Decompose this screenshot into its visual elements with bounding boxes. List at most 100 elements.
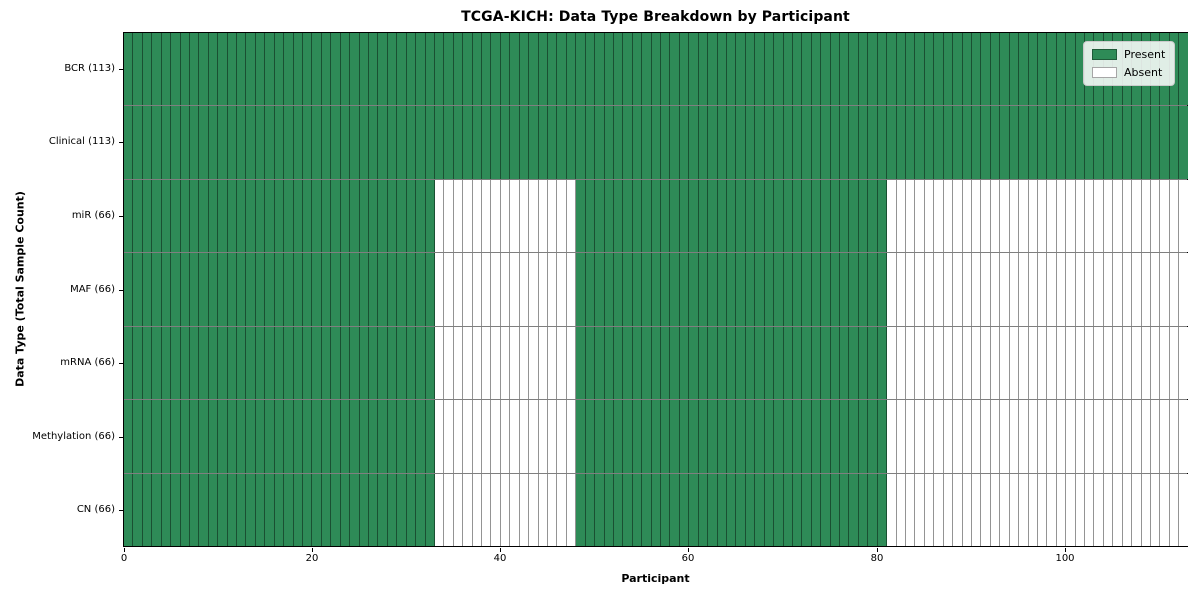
heatmap-cell <box>745 400 756 473</box>
heatmap-cell <box>840 106 850 179</box>
heatmap-cell <box>227 326 238 400</box>
heatmap-cell <box>453 253 464 326</box>
heatmap-cell <box>632 253 643 326</box>
heatmap-cell <box>632 106 643 179</box>
heatmap-cell <box>425 326 435 400</box>
heatmap-cell <box>990 179 1001 253</box>
heatmap-cell <box>453 400 464 473</box>
heatmap-cell <box>368 253 379 326</box>
y-tick-label: miR (66) <box>71 209 115 221</box>
heatmap-cell <box>887 106 897 179</box>
heatmap-cell <box>237 326 247 400</box>
heatmap-cell <box>350 400 360 473</box>
heatmap-cell <box>444 473 454 546</box>
heatmap-cell <box>482 179 492 253</box>
heatmap-cell <box>811 253 822 326</box>
heatmap-cell <box>284 253 294 326</box>
heatmap-cell <box>971 326 982 400</box>
heatmap-cell <box>981 179 991 253</box>
heatmap-cell <box>255 400 266 473</box>
heatmap-cell <box>642 326 652 400</box>
heatmap-cell <box>1179 106 1188 179</box>
heatmap-cell <box>1075 326 1086 400</box>
heatmap-cell <box>1085 326 1095 400</box>
heatmap-cell <box>416 106 426 179</box>
heatmap-cell <box>1094 473 1104 546</box>
heatmap-cell <box>463 473 473 546</box>
heatmap-cell <box>1150 253 1161 326</box>
heatmap-cell <box>727 326 737 400</box>
heatmap-cell <box>340 473 351 546</box>
heatmap-cell <box>868 33 878 106</box>
heatmap-cell <box>613 253 624 326</box>
heatmap-cell <box>491 326 501 400</box>
heatmap-cell <box>990 400 1001 473</box>
heatmap-cell <box>350 473 360 546</box>
heatmap-cell <box>990 106 1001 179</box>
heatmap-cell <box>1122 106 1133 179</box>
heatmap-cell <box>265 326 275 400</box>
heatmap-cell <box>792 106 803 179</box>
heatmap-cell <box>604 106 614 179</box>
heatmap-cell <box>255 473 266 546</box>
heatmap-cell <box>303 400 313 473</box>
heatmap-cell <box>171 106 181 179</box>
heatmap-cell <box>331 106 341 179</box>
heatmap-cell <box>576 33 586 106</box>
y-tick-label: CN (66) <box>76 504 115 516</box>
heatmap-cell <box>906 400 916 473</box>
heatmap-cell <box>1179 326 1188 400</box>
heatmap-cell <box>736 179 746 253</box>
heatmap-cell <box>180 106 190 179</box>
heatmap-cell <box>679 326 690 400</box>
heatmap-cell <box>463 253 473 326</box>
heatmap-cell <box>161 326 172 400</box>
legend-entry-absent: Absent <box>1092 66 1166 79</box>
heatmap-cell <box>378 106 388 179</box>
heatmap-cell <box>359 179 369 253</box>
heatmap-cell <box>152 326 162 400</box>
heatmap-cell <box>632 33 643 106</box>
heatmap-cell <box>387 400 398 473</box>
heatmap-cell <box>679 400 690 473</box>
heatmap-cell <box>679 33 690 106</box>
heatmap-cell <box>802 400 812 473</box>
heatmap-cell <box>576 179 586 253</box>
heatmap-cell <box>265 106 275 179</box>
heatmap-cell <box>745 106 756 179</box>
heatmap-cell <box>642 473 652 546</box>
heatmap-cell <box>557 326 567 400</box>
heatmap-cell <box>727 400 737 473</box>
y-tick-label: MAF (66) <box>70 283 115 295</box>
heatmap-cell <box>1047 326 1057 400</box>
heatmap-cell <box>1179 473 1188 546</box>
heatmap-cell <box>227 253 238 326</box>
heatmap-cell <box>500 33 511 106</box>
heatmap-cell <box>774 400 784 473</box>
heatmap-cell <box>1094 326 1104 400</box>
heatmap-cell <box>133 253 143 326</box>
heatmap-cell <box>1141 179 1151 253</box>
heatmap-cell <box>802 33 812 106</box>
heatmap-cell <box>359 400 369 473</box>
heatmap-cell <box>887 473 897 546</box>
heatmap-cell <box>887 253 897 326</box>
heatmap-cell <box>1113 400 1123 473</box>
heatmap-cell <box>1169 326 1180 400</box>
heatmap-cell <box>1075 473 1086 546</box>
heatmap-cell <box>1000 179 1010 253</box>
heatmap-cell <box>745 179 756 253</box>
heatmap-cell <box>1160 473 1170 546</box>
heatmap-cell <box>877 253 888 326</box>
heatmap-cell <box>896 473 907 546</box>
heatmap-cell <box>1028 400 1038 473</box>
heatmap-cell <box>425 33 435 106</box>
heatmap-cell <box>1009 33 1020 106</box>
heatmap-cell <box>199 179 209 253</box>
heatmap-cell <box>708 400 718 473</box>
heatmap-cell <box>661 106 671 179</box>
heatmap-cell <box>642 106 652 179</box>
heatmap-cell <box>840 473 850 546</box>
heatmap-cell <box>727 106 737 179</box>
heatmap-cell <box>1056 253 1067 326</box>
